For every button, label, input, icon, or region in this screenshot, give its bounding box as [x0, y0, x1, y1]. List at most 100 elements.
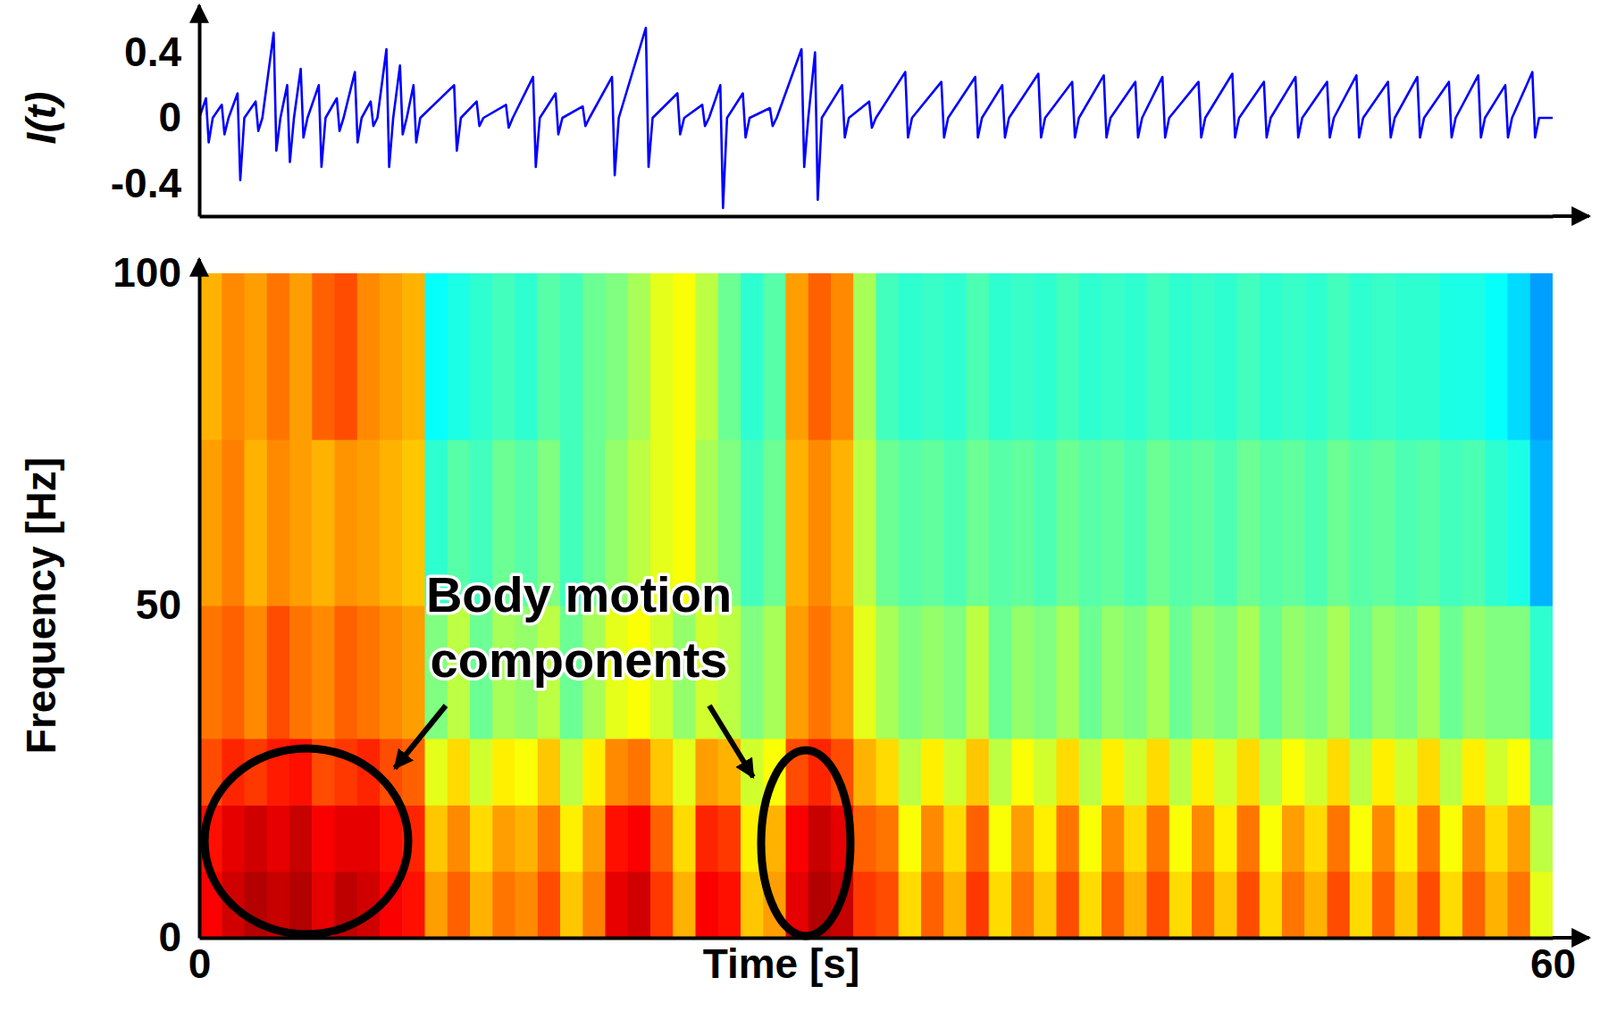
heatmap-cell	[1079, 871, 1103, 939]
heatmap-cell	[898, 871, 922, 939]
y-axis: 0 50 100	[112, 249, 200, 961]
heatmap-cell	[943, 738, 967, 806]
y-tick-label: 0	[158, 913, 182, 961]
heatmap-cell	[1079, 738, 1103, 806]
x-tick: 60	[1530, 938, 1576, 988]
heatmap-cell	[402, 871, 426, 939]
y-axis: -0.400.4	[110, 20, 201, 218]
heatmap-cell	[943, 871, 967, 939]
heatmap-cell	[1101, 605, 1125, 739]
heatmap-cell	[921, 804, 945, 872]
heatmap-cell	[1462, 273, 1486, 441]
heatmap-cell	[1281, 605, 1306, 739]
heatmap-cell	[1169, 439, 1193, 607]
heatmap-cell	[1462, 871, 1486, 939]
heatmap-cell	[628, 738, 652, 806]
x-axis-line	[200, 215, 1554, 219]
heatmap-cell	[740, 605, 764, 739]
heatmap-cell	[560, 871, 584, 939]
heatmap-cell	[672, 871, 696, 939]
heatmap-cell	[1169, 871, 1193, 939]
heatmap-cell	[1079, 273, 1103, 441]
heatmap-cell	[447, 804, 471, 872]
heatmap-cell	[1394, 439, 1418, 607]
heatmap-cell	[1237, 439, 1261, 607]
heatmap-cell	[672, 804, 696, 872]
heatmap-cell	[1011, 439, 1035, 607]
y-axis-title: Frequency [Hz]	[17, 457, 65, 754]
heatmap-cell	[718, 804, 742, 872]
heatmap-cell	[853, 804, 877, 872]
heatmap-cell	[289, 439, 313, 607]
heatmap-cell	[1214, 804, 1238, 872]
heatmap-cell	[289, 273, 313, 441]
heatmap-cell	[1033, 738, 1057, 806]
heatmap-cell	[808, 439, 832, 607]
heatmap-cell	[1462, 804, 1486, 872]
heatmap-cell	[1304, 605, 1328, 739]
heatmap-cell	[1191, 738, 1215, 806]
heatmap-cell	[1056, 871, 1081, 939]
heatmap-cell	[469, 871, 494, 939]
heatmap-cell	[1214, 605, 1238, 739]
highlight-circle	[204, 748, 409, 935]
heatmap-cell	[311, 804, 336, 872]
heatmap-cell	[695, 804, 720, 872]
heatmap-cell	[379, 605, 403, 739]
heatmap-cell	[1327, 804, 1351, 872]
heatmap-cell	[1191, 273, 1215, 441]
heatmap-cell	[605, 871, 629, 939]
heatmap-cell	[1191, 804, 1215, 872]
y-tick-label: 50	[135, 581, 182, 629]
heatmap-cell	[786, 439, 810, 607]
heatmap-cell	[1281, 738, 1306, 806]
heatmap-cell	[1417, 738, 1441, 806]
heatmap-cell	[695, 273, 720, 441]
y-tick: -0.4	[110, 159, 200, 207]
heatmap-cell	[786, 804, 810, 872]
heatmap-cell	[221, 605, 245, 739]
heatmap-cell	[628, 273, 652, 441]
heatmap-cell	[853, 439, 877, 607]
heatmap-cell	[289, 605, 313, 739]
heatmap-cell	[921, 605, 945, 739]
heatmap-cell	[311, 273, 336, 441]
heatmap-cell	[1530, 605, 1553, 739]
heatmap-cell	[1123, 804, 1148, 872]
heatmap-cell	[335, 804, 359, 872]
heatmap-cell	[1484, 738, 1508, 806]
heatmap-cell	[1056, 804, 1081, 872]
heatmap-cell	[335, 273, 359, 441]
heatmap-cell	[1123, 605, 1148, 739]
highlight-ellipse	[761, 750, 851, 937]
heatmap-cell	[1237, 804, 1261, 872]
y-tick-label: -0.4	[110, 159, 183, 207]
heatmap-cell	[1304, 738, 1328, 806]
heatmap-cell	[1033, 605, 1057, 739]
heatmap-cell	[853, 738, 877, 806]
heatmap-cell	[402, 273, 426, 441]
heatmap-cell	[1394, 804, 1418, 872]
heatmap-cell	[966, 738, 990, 806]
heatmap-cell	[876, 273, 900, 441]
heatmap-cell	[1079, 804, 1103, 872]
heatmap-cell	[605, 273, 629, 441]
heatmap-cell	[1191, 605, 1215, 739]
heatmap-cell	[1056, 439, 1081, 607]
y-tick-label: 0	[158, 93, 182, 141]
heatmap-cell	[988, 738, 1013, 806]
heatmap-cell	[560, 738, 584, 806]
heatmap-cell	[447, 871, 471, 939]
heatmap-cell	[1147, 738, 1171, 806]
heatmap-cell	[1147, 605, 1171, 739]
heatmap-cell	[1011, 804, 1035, 872]
heatmap-cell	[1507, 871, 1532, 939]
heatmap-cell	[1327, 738, 1351, 806]
heatmap-cell	[1440, 871, 1464, 939]
heatmap-cell	[1147, 871, 1171, 939]
y-tick: 100	[112, 249, 200, 296]
heatmap-cell	[1259, 738, 1283, 806]
heatmap-cell	[1372, 804, 1396, 872]
heatmap-cell	[1237, 738, 1261, 806]
heatmap-cell	[469, 738, 494, 806]
